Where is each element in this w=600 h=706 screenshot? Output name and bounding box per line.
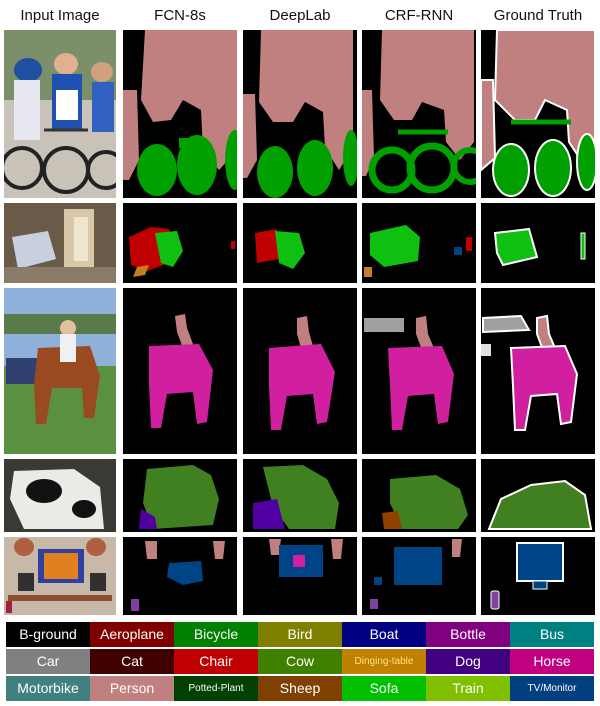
legend-item-background: B-ground — [6, 622, 90, 647]
legend-item-sheep: Sheep — [258, 676, 342, 701]
crf-rnn-result-cyclists — [362, 30, 476, 198]
deeplab-result-tv — [243, 537, 357, 615]
fcn8s-result-tv — [123, 537, 237, 615]
legend-item-bird: Bird — [258, 622, 342, 647]
ground-truth-horse — [481, 288, 595, 454]
ground-truth-tv — [481, 537, 595, 615]
input-image-room — [4, 203, 116, 283]
input-image-horse — [4, 288, 116, 454]
fcn8s-result-horse — [123, 288, 237, 454]
ground-truth-room — [481, 203, 595, 283]
deeplab-result-cow — [243, 459, 357, 532]
header-input-image: Input Image — [20, 7, 100, 24]
header-fcn8s: FCN-8s — [154, 7, 206, 24]
fcn8s-result-cyclists — [123, 30, 237, 198]
legend-item-tv-monitor: TV/Monitor — [510, 676, 594, 701]
legend-item-motorbike: Motorbike — [6, 676, 90, 701]
input-image-cow — [4, 459, 116, 532]
crf-rnn-result-horse — [362, 288, 476, 454]
legend-item-person: Person — [90, 676, 174, 701]
ground-truth-cyclists — [481, 30, 595, 198]
crf-rnn-result-cow — [362, 459, 476, 532]
header-ground-truth: Ground Truth — [493, 7, 583, 24]
legend-item-train: Train — [426, 676, 510, 701]
crf-rnn-result-tv — [362, 537, 476, 615]
deeplab-result-horse — [243, 288, 357, 454]
legend-item-bus: Bus — [510, 622, 594, 647]
legend-item-sofa: Sofa — [342, 676, 426, 701]
legend-item-boat: Boat — [342, 622, 426, 647]
legend-item-bicycle: Bicycle — [174, 622, 258, 647]
legend-item-chair: Chair — [174, 649, 258, 674]
deeplab-result-cyclists — [243, 30, 357, 198]
legend-item-potted-plant: Potted-Plant — [174, 676, 258, 701]
legend-item-dog: Dog — [426, 649, 510, 674]
class-color-legend: B-ground Aeroplane Bicycle Bird Boat Bot… — [6, 622, 594, 702]
header-deeplab: DeepLab — [269, 7, 331, 24]
input-image-tv — [4, 537, 116, 615]
legend-item-bottle: Bottle — [426, 622, 510, 647]
ground-truth-cow — [481, 459, 595, 532]
header-crf-rnn: CRF-RNN — [384, 7, 454, 24]
deeplab-result-room — [243, 203, 357, 283]
legend-item-cat: Cat — [90, 649, 174, 674]
input-image-cyclists — [4, 30, 116, 198]
crf-rnn-result-room — [362, 203, 476, 283]
fcn8s-result-cow — [123, 459, 237, 532]
legend-item-cow: Cow — [258, 649, 342, 674]
legend-item-aeroplane: Aeroplane — [90, 622, 174, 647]
legend-item-dining-table: Dinging-table — [342, 649, 426, 674]
legend-item-car: Car — [6, 649, 90, 674]
fcn8s-result-room — [123, 203, 237, 283]
legend-item-horse: Horse — [510, 649, 594, 674]
